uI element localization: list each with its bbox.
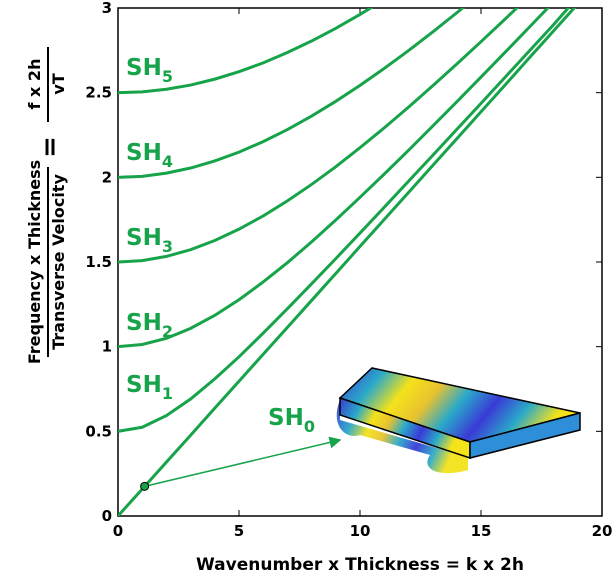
y-label-equals: =	[35, 136, 65, 158]
x-tick-label: 10	[350, 522, 371, 540]
mode-name: SH	[268, 405, 304, 431]
y-axis-label: Frequency x Thickness Transverse Velocity…	[25, 47, 68, 364]
mode-name: SH	[126, 310, 162, 336]
marker	[140, 481, 150, 491]
x-tick-label: 20	[592, 522, 613, 540]
y-tick-label: 2.5	[85, 84, 112, 102]
mode-curve	[118, 8, 519, 264]
mode-curve	[118, 8, 571, 433]
mode-subscript: 5	[162, 67, 173, 86]
plate-inset	[336, 367, 581, 474]
mode-label: SH5	[126, 55, 173, 86]
mode-subscript: 1	[162, 384, 173, 403]
mode-label: SH0	[268, 405, 315, 436]
mode-subscript: 4	[162, 152, 173, 171]
mode-subscript: 3	[162, 237, 173, 256]
mode-label: SH2	[126, 310, 173, 341]
x-axis-label: Wavenumber x Thickness = k x 2h	[196, 555, 524, 575]
mode-label: SH3	[126, 225, 173, 256]
mode-curve	[118, 8, 465, 179]
y-label-numerator: f x 2h	[25, 59, 44, 110]
mode-subscript: 2	[162, 322, 173, 341]
y-tick-label: 1.5	[85, 253, 112, 271]
y-label-denominator: Transverse Velocity	[49, 174, 68, 350]
mode-name: SH	[126, 55, 162, 81]
y-tick-label: 1	[102, 338, 112, 356]
mode-curve	[118, 8, 550, 349]
x-tick-label: 5	[234, 522, 244, 540]
pointer-arrow	[144, 436, 342, 488]
mode-name: SH	[126, 225, 162, 251]
mode-name: SH	[126, 372, 162, 398]
x-tick-label: 0	[113, 522, 123, 540]
mode-subscript: 0	[304, 417, 315, 436]
mode-curve	[118, 8, 577, 516]
y-tick-label: 2	[102, 168, 112, 186]
mode-name: SH	[126, 140, 162, 166]
mode-curve	[118, 8, 374, 95]
y-label-denominator: vT	[49, 73, 68, 94]
mode-label: SH4	[126, 140, 173, 171]
y-tick-label: 0.5	[85, 422, 112, 440]
y-tick-label: 3	[102, 0, 112, 17]
x-tick-label: 15	[471, 522, 492, 540]
curves	[118, 8, 577, 516]
mode-label: SH1	[126, 372, 173, 403]
y-label-numerator: Frequency x Thickness	[25, 160, 44, 364]
y-tick-label: 0	[102, 507, 112, 525]
